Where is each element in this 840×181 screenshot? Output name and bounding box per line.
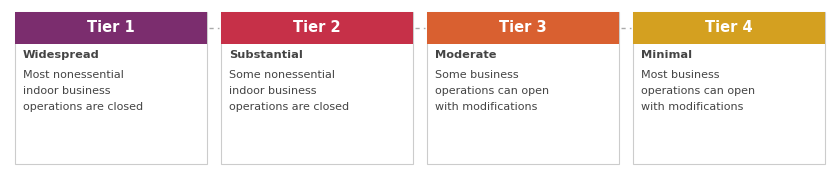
Text: Some business: Some business (435, 70, 518, 80)
Text: operations are closed: operations are closed (229, 102, 349, 112)
Text: operations can open: operations can open (435, 86, 549, 96)
Bar (221, 12, 413, 164)
Bar (633, 12, 825, 164)
Text: operations are closed: operations are closed (23, 102, 143, 112)
Text: operations can open: operations can open (641, 86, 755, 96)
Text: Moderate: Moderate (435, 50, 496, 60)
Text: Tier 1: Tier 1 (87, 20, 135, 35)
Bar (633, 12, 825, 44)
Text: Tier 4: Tier 4 (706, 20, 753, 35)
Bar (15, 12, 207, 44)
Bar (427, 12, 619, 164)
Text: Substantial: Substantial (229, 50, 303, 60)
Bar (15, 12, 207, 164)
Text: Tier 3: Tier 3 (499, 20, 547, 35)
Text: indoor business: indoor business (229, 86, 317, 96)
Text: Minimal: Minimal (641, 50, 692, 60)
Text: indoor business: indoor business (23, 86, 111, 96)
Bar (221, 12, 413, 44)
Text: Most nonessential: Most nonessential (23, 70, 123, 80)
Text: Widespread: Widespread (23, 50, 100, 60)
Text: Some nonessential: Some nonessential (229, 70, 335, 80)
Bar (427, 12, 619, 44)
Text: Tier 2: Tier 2 (293, 20, 341, 35)
Text: Most business: Most business (641, 70, 720, 80)
Text: with modifications: with modifications (435, 102, 538, 112)
Text: with modifications: with modifications (641, 102, 743, 112)
